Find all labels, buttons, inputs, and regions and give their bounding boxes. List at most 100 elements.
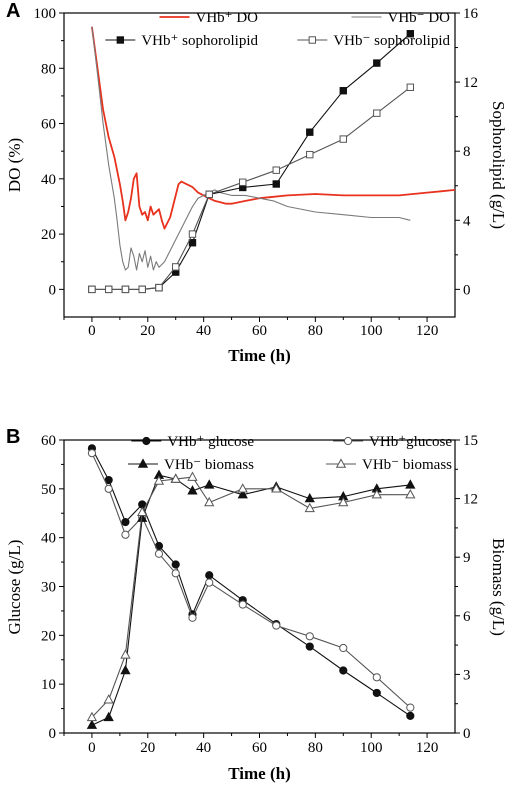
data-point bbox=[406, 30, 415, 38]
data-point bbox=[304, 492, 315, 503]
y-right-tick-label: 12 bbox=[463, 75, 478, 91]
x-axis-label: Time (h) bbox=[228, 346, 291, 365]
legend-marker bbox=[137, 458, 149, 468]
data-point bbox=[237, 489, 248, 499]
data-point bbox=[339, 135, 347, 143]
data-point bbox=[204, 496, 215, 507]
x-tick-label: 100 bbox=[360, 323, 383, 339]
y-left-tick-label: 60 bbox=[41, 433, 56, 449]
y-left-tick-label: 10 bbox=[41, 677, 56, 693]
data-point bbox=[338, 496, 349, 507]
data-point bbox=[272, 621, 281, 630]
series-1 bbox=[91, 26, 411, 271]
y-left-tick-label: 0 bbox=[49, 726, 57, 742]
data-point bbox=[121, 530, 130, 539]
data-point bbox=[371, 489, 382, 499]
y-right-tick-label: 16 bbox=[463, 6, 479, 22]
data-point bbox=[137, 506, 148, 516]
y-left-tick-label: 40 bbox=[41, 531, 56, 547]
panel-letter: B bbox=[6, 426, 20, 448]
y-right-tick-label: 3 bbox=[463, 667, 471, 683]
data-point bbox=[237, 483, 248, 493]
data-point bbox=[372, 688, 381, 698]
data-point bbox=[238, 600, 247, 609]
data-point bbox=[272, 180, 280, 188]
data-point bbox=[153, 475, 165, 485]
data-point bbox=[121, 285, 130, 294]
data-point bbox=[171, 569, 180, 578]
y-right-tick-label: 6 bbox=[463, 609, 471, 625]
data-point bbox=[88, 285, 96, 294]
data-point bbox=[339, 666, 348, 675]
x-tick-label: 40 bbox=[196, 323, 211, 339]
x-tick-label: 0 bbox=[88, 323, 96, 339]
x-tick-label: 20 bbox=[140, 740, 155, 756]
x-tick-label: 60 bbox=[252, 740, 267, 756]
series-0 bbox=[91, 26, 456, 230]
data-point bbox=[373, 109, 381, 117]
data-point bbox=[120, 664, 131, 675]
y-right-tick-label: 12 bbox=[463, 492, 478, 508]
x-tick-label: 40 bbox=[196, 740, 211, 756]
series-3 bbox=[88, 83, 415, 294]
data-point bbox=[204, 479, 215, 489]
y-right-tick-label: 8 bbox=[463, 144, 471, 160]
y-right-axis-label: Biomass (g/L) bbox=[489, 538, 508, 636]
series-line bbox=[91, 474, 411, 726]
series-line bbox=[91, 476, 411, 718]
y-left-tick-label: 20 bbox=[41, 227, 56, 243]
data-point bbox=[239, 178, 247, 186]
data-point bbox=[121, 517, 130, 527]
data-point bbox=[155, 283, 163, 292]
x-tick-label: 20 bbox=[140, 323, 155, 339]
data-point bbox=[103, 694, 114, 704]
data-point bbox=[172, 263, 180, 271]
data-point bbox=[120, 649, 131, 659]
data-point bbox=[305, 642, 314, 651]
chart-panel-b: 0 20 40 60 80 100 120 0 10 20 30 40 50 60 0 3 6 9 12 15 Time… bbox=[5, 426, 508, 783]
data-point bbox=[86, 719, 98, 729]
x-tick-label: 120 bbox=[416, 740, 439, 756]
series-3 bbox=[86, 471, 416, 722]
x-axis-label: Time (h) bbox=[228, 764, 291, 783]
y-left-tick-label: 100 bbox=[34, 6, 57, 22]
data-point bbox=[137, 512, 148, 522]
x-tick-label: 120 bbox=[416, 323, 439, 339]
data-point bbox=[339, 87, 347, 95]
data-point bbox=[272, 166, 280, 174]
data-point bbox=[154, 549, 164, 558]
y-left-axis-label: DO (%) bbox=[5, 138, 24, 192]
legend-label: VHb⁻ biomass bbox=[362, 457, 452, 473]
data-point bbox=[205, 190, 213, 199]
series-2 bbox=[88, 30, 415, 294]
legend-marker bbox=[335, 458, 347, 468]
data-point bbox=[205, 578, 214, 587]
legend-marker bbox=[116, 36, 125, 44]
legend-label: VHb⁺glucose bbox=[369, 434, 452, 450]
data-point bbox=[405, 489, 416, 499]
data-point bbox=[406, 711, 415, 721]
data-point bbox=[187, 471, 198, 481]
legend-marker bbox=[142, 436, 151, 446]
plot-frame bbox=[63, 439, 456, 734]
panel-letter: A bbox=[6, 0, 20, 22]
x-tick-label: 80 bbox=[308, 740, 323, 756]
series-line bbox=[91, 26, 456, 230]
legend: VHb⁺ glucose VHb⁺glucose VHb⁻ biomass VHb⁻ … bbox=[128, 434, 452, 473]
data-point bbox=[171, 560, 180, 569]
data-point bbox=[188, 613, 197, 622]
y-right-tick-label: 15 bbox=[463, 433, 478, 449]
data-point bbox=[271, 483, 282, 493]
data-point bbox=[406, 703, 415, 712]
series-0 bbox=[87, 444, 415, 721]
data-point bbox=[205, 571, 214, 580]
legend-label: VHb⁺ DO bbox=[196, 10, 259, 26]
legend-label: VHb⁻ sophorolipid bbox=[333, 33, 450, 49]
legend-marker bbox=[308, 36, 317, 44]
data-point bbox=[104, 285, 113, 294]
series-line bbox=[91, 26, 411, 271]
y-left-tick-label: 0 bbox=[49, 282, 57, 298]
legend-label: VHb⁺ sophorolipid bbox=[141, 33, 258, 49]
y-right-axis-label: Sophorolipid (g/L) bbox=[489, 101, 508, 229]
series-line bbox=[91, 452, 411, 709]
